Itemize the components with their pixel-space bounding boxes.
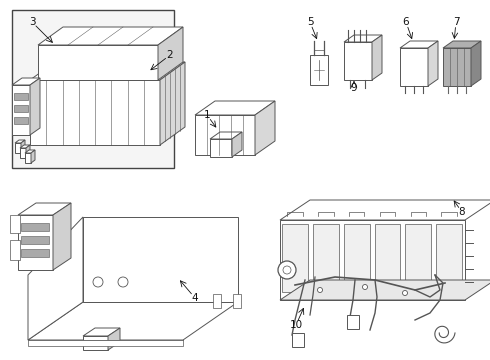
Circle shape: [363, 284, 368, 289]
Bar: [405, 224, 431, 292]
Circle shape: [93, 277, 103, 287]
Circle shape: [402, 291, 408, 296]
Bar: [12, 10, 174, 168]
Polygon shape: [15, 140, 25, 143]
Polygon shape: [195, 115, 255, 155]
Bar: [213, 294, 221, 308]
Polygon shape: [210, 132, 242, 139]
Polygon shape: [344, 42, 372, 80]
Circle shape: [118, 277, 128, 287]
Polygon shape: [12, 78, 40, 85]
Polygon shape: [280, 220, 465, 300]
Text: 3: 3: [29, 17, 35, 27]
Bar: [282, 224, 308, 292]
Text: 7: 7: [453, 17, 459, 27]
Polygon shape: [255, 101, 275, 155]
Bar: [233, 294, 241, 308]
Polygon shape: [232, 132, 242, 157]
Polygon shape: [28, 302, 238, 340]
Text: 2: 2: [167, 50, 173, 60]
Circle shape: [278, 261, 296, 279]
Polygon shape: [38, 45, 158, 80]
Text: 9: 9: [351, 83, 357, 93]
Polygon shape: [20, 145, 30, 148]
Polygon shape: [108, 328, 120, 350]
Bar: [313, 224, 339, 292]
Polygon shape: [210, 139, 232, 157]
Bar: [436, 224, 462, 292]
Circle shape: [283, 266, 291, 274]
Polygon shape: [25, 150, 35, 153]
Polygon shape: [53, 203, 71, 270]
Polygon shape: [400, 48, 428, 86]
Bar: [14, 105, 28, 112]
Text: 5: 5: [307, 17, 313, 27]
Bar: [347, 315, 359, 329]
Bar: [14, 117, 28, 124]
Polygon shape: [21, 140, 25, 153]
Polygon shape: [400, 41, 438, 48]
Polygon shape: [160, 62, 185, 145]
Polygon shape: [443, 41, 481, 48]
Text: 10: 10: [290, 320, 302, 330]
Bar: [310, 55, 328, 85]
Bar: [14, 93, 28, 100]
Polygon shape: [195, 101, 275, 115]
Text: 8: 8: [459, 207, 466, 217]
Polygon shape: [344, 35, 382, 42]
Polygon shape: [83, 217, 238, 302]
Polygon shape: [31, 150, 35, 163]
Polygon shape: [26, 145, 30, 158]
Text: 1: 1: [204, 110, 210, 120]
Polygon shape: [428, 41, 438, 86]
Bar: [292, 333, 304, 347]
Polygon shape: [83, 328, 120, 336]
Bar: [21, 223, 49, 231]
Polygon shape: [30, 80, 160, 145]
Polygon shape: [18, 203, 71, 215]
Text: 4: 4: [192, 293, 198, 303]
Polygon shape: [158, 27, 183, 80]
Polygon shape: [280, 200, 490, 220]
Bar: [10, 240, 20, 260]
Bar: [374, 224, 400, 292]
Polygon shape: [443, 48, 471, 86]
Polygon shape: [30, 62, 185, 80]
Polygon shape: [25, 153, 31, 163]
Polygon shape: [12, 85, 30, 135]
Polygon shape: [30, 78, 40, 135]
Polygon shape: [28, 340, 183, 346]
Polygon shape: [18, 215, 53, 270]
Polygon shape: [20, 148, 26, 158]
Bar: [10, 215, 20, 233]
Polygon shape: [28, 217, 83, 340]
Polygon shape: [471, 41, 481, 86]
Polygon shape: [38, 27, 183, 45]
Polygon shape: [372, 35, 382, 80]
Bar: [21, 236, 49, 244]
Polygon shape: [15, 143, 21, 153]
Polygon shape: [83, 336, 108, 350]
Polygon shape: [280, 280, 490, 300]
Bar: [21, 249, 49, 257]
Circle shape: [318, 288, 322, 292]
Text: 6: 6: [403, 17, 409, 27]
Bar: [343, 224, 369, 292]
